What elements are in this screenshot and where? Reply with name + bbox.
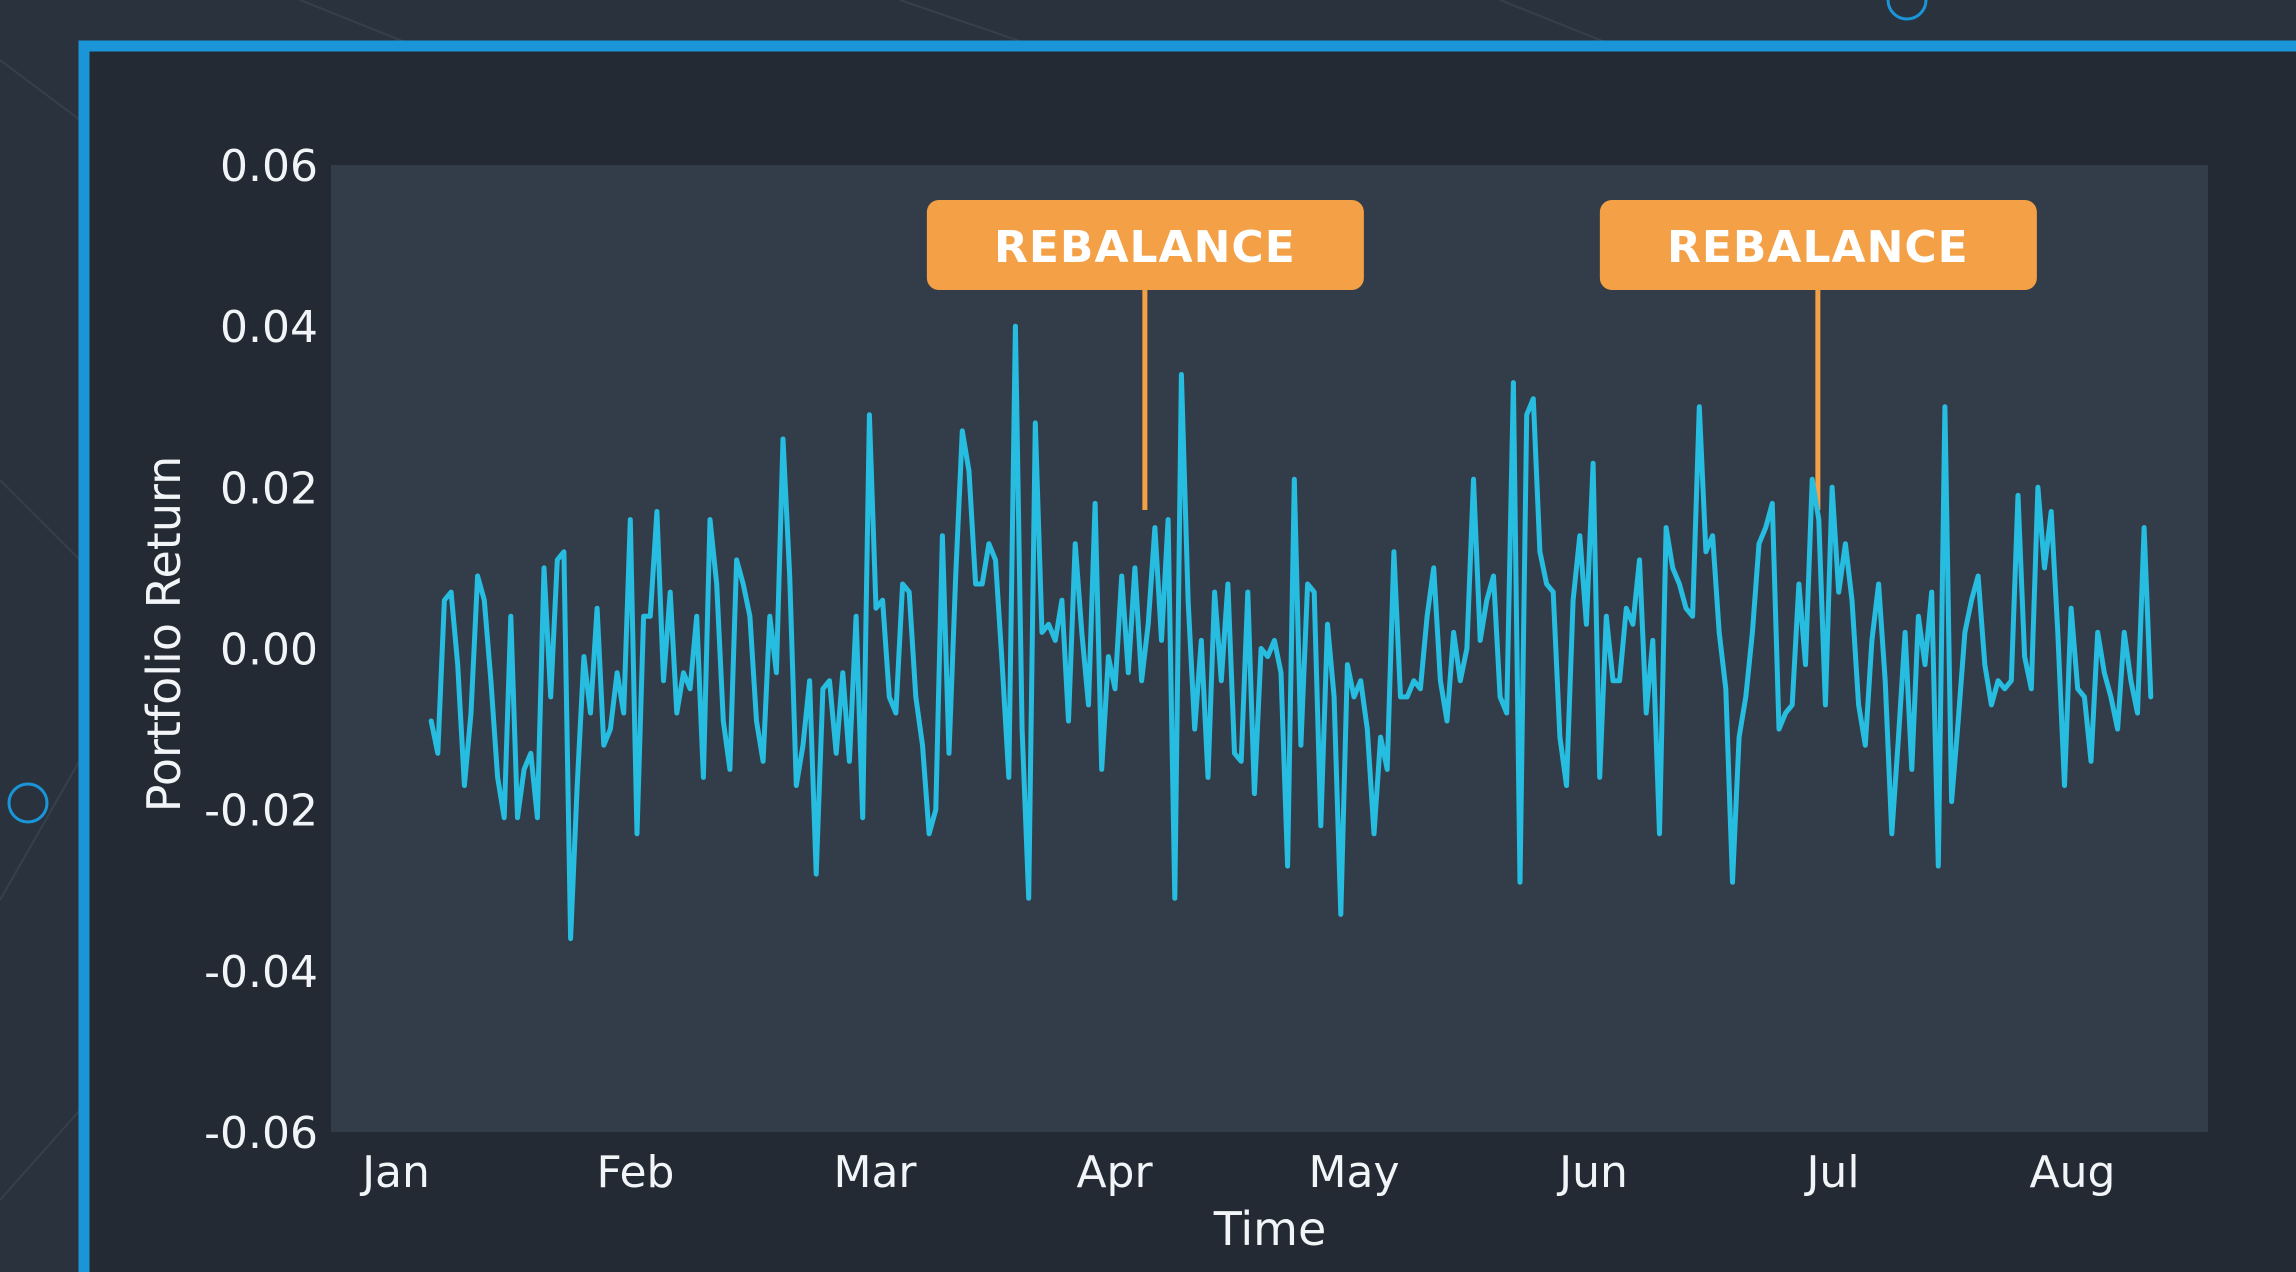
background-network [0,0,1621,1201]
x-tick-label: Jul [1803,1147,1859,1198]
x-tick-label: Apr [1076,1147,1153,1198]
x-tick-label: Jun [1556,1147,1628,1198]
x-tick-label: Mar [833,1147,917,1198]
y-tick-label: 0.00 [220,625,318,676]
y-tick-label: 0.02 [220,463,318,514]
rebalance-callout-box [926,200,1364,290]
y-tick-label: -0.02 [204,786,318,837]
y-tick-label: 0.06 [220,141,318,192]
x-axis-ticks: Jan Feb Mar Apr May Jun Jul Aug [359,1147,2115,1198]
rebalance-callout-label: REBALANCE [994,222,1296,273]
callouts: REBALANCE REBALANCE [926,200,2037,290]
node-dot-icon [1886,0,1928,21]
y-axis-ticks: 0.06 0.04 0.02 0.00 -0.02 -0.04 -0.06 [204,141,318,1159]
x-axis-label: Time [1213,1202,1327,1256]
x-tick-label: Feb [597,1147,675,1198]
x-tick-label: Aug [2030,1147,2116,1198]
y-axis-label: Portfolio Return [137,456,191,813]
x-tick-label: Jan [359,1147,430,1198]
annotations [1142,285,1821,510]
y-tick-label: -0.06 [204,1108,318,1159]
rebalance-callout-label: REBALANCE [1667,222,1969,273]
y-tick-label: 0.04 [220,302,318,353]
series-line [428,323,2154,942]
y-tick-label: -0.04 [204,947,318,998]
rebalance-callout-box [1599,200,2037,290]
node-dot-icon [7,782,49,824]
panel-frame [78,40,2296,1272]
x-tick-label: May [1309,1147,1400,1198]
